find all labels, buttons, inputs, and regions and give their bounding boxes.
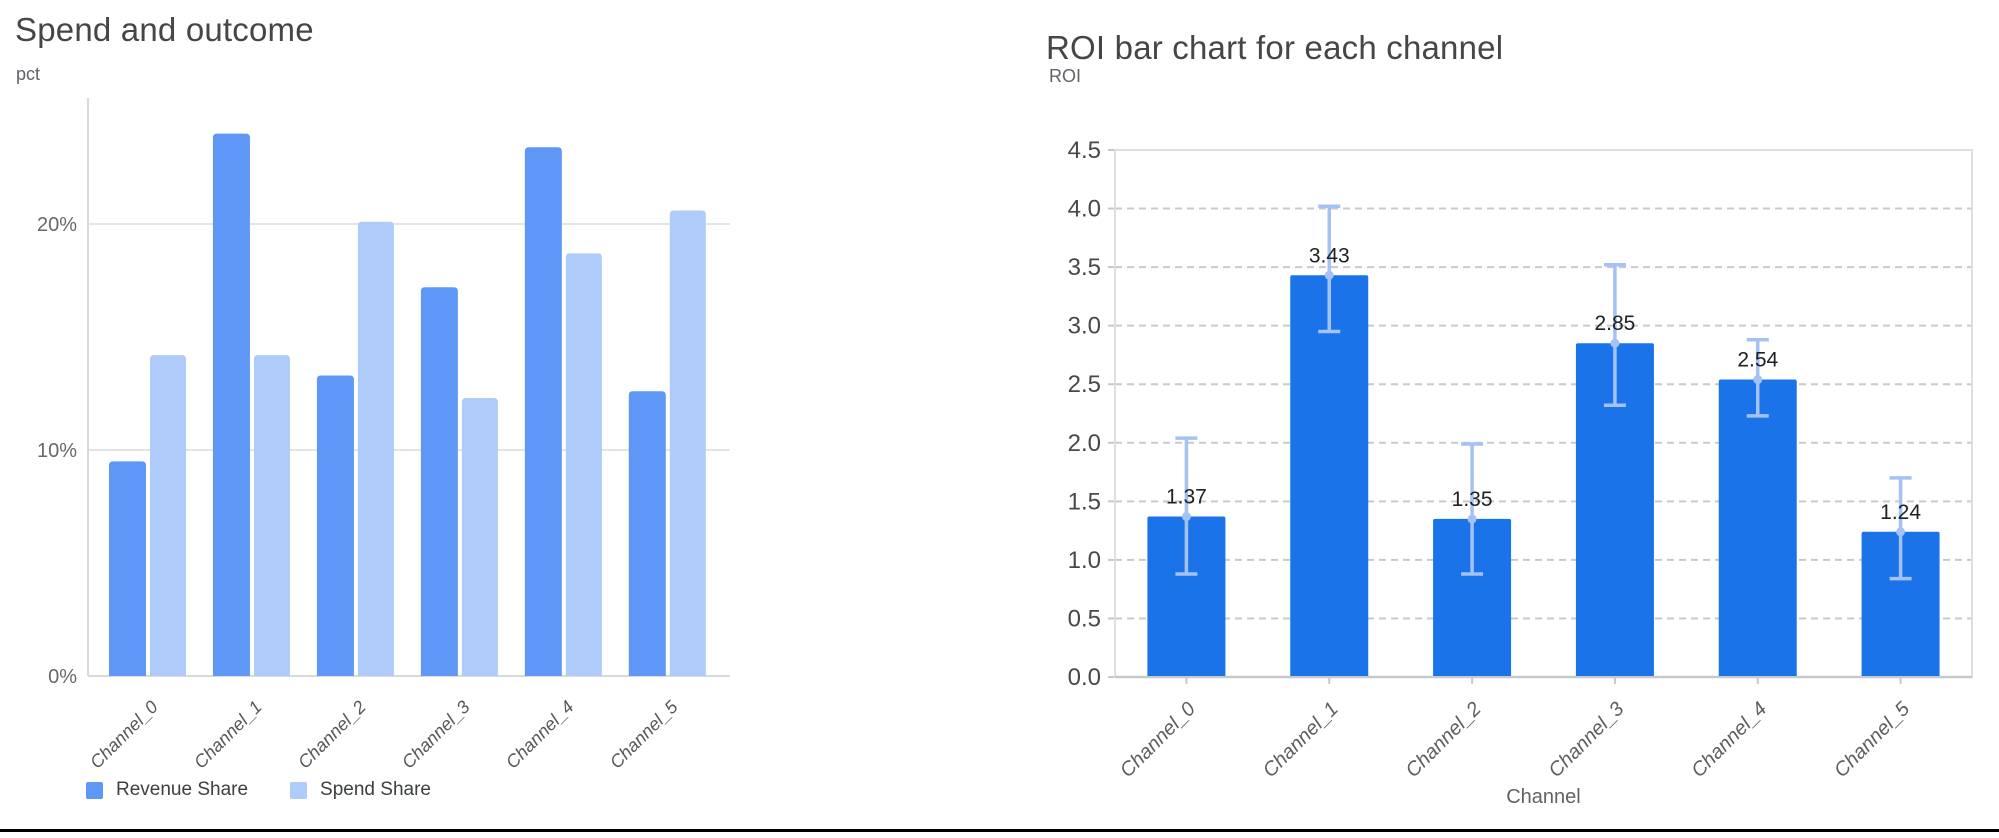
y-tick-label: 20% xyxy=(37,214,77,236)
legend-swatch-icon xyxy=(86,781,103,799)
y-tick-label: 3.0 xyxy=(1068,313,1101,340)
y-tick-label: 0.0 xyxy=(1068,664,1101,691)
roi-bar[interactable] xyxy=(1290,275,1369,676)
revenue-share-bar[interactable] xyxy=(109,461,146,676)
x-category-label: Channel_0 xyxy=(1116,698,1200,782)
y-tick-label: 0% xyxy=(48,666,77,688)
left-chart-legend: Revenue Share Spend Share xyxy=(86,779,431,801)
x-category-label: Channel_1 xyxy=(190,697,266,773)
y-tick-label: 2.5 xyxy=(1068,371,1101,398)
revenue-share-bar[interactable] xyxy=(628,391,666,676)
bar-value-label: 3.43 xyxy=(1309,244,1350,267)
roi-bar[interactable] xyxy=(1861,531,1940,676)
x-category-label: Channel_1 xyxy=(1259,698,1343,782)
error-bar-mean-marker xyxy=(1896,527,1906,537)
x-category-label: Channel_2 xyxy=(294,697,370,773)
spend-share-bar[interactable] xyxy=(150,355,186,676)
right-chart-y-unit-label: ROI xyxy=(1049,66,1082,86)
legend-label: Spend Share xyxy=(320,779,431,800)
spend-share-bar[interactable] xyxy=(357,221,394,676)
left-chart-y-unit-label: pct xyxy=(16,64,41,84)
x-category-label: Channel_4 xyxy=(1687,698,1771,782)
y-tick-label: 1.5 xyxy=(1068,488,1101,515)
bar-value-label: 2.85 xyxy=(1594,312,1635,335)
roi-bar[interactable] xyxy=(1433,518,1512,676)
legend-swatch-icon xyxy=(290,781,308,799)
spend-share-bar[interactable] xyxy=(253,355,290,676)
x-category-label: Channel_0 xyxy=(86,697,162,773)
y-tick-label: 4.5 xyxy=(1068,137,1101,164)
left-chart-title: Spend and outcome xyxy=(15,11,314,48)
y-tick-label: 2.0 xyxy=(1068,430,1101,457)
roi-bar[interactable] xyxy=(1147,516,1226,676)
x-category-label: Channel_3 xyxy=(398,697,474,773)
plot-border xyxy=(1114,149,1973,678)
revenue-share-bar[interactable] xyxy=(420,287,458,676)
x-category-label: Channel_4 xyxy=(502,697,578,773)
x-category-label: Channel_2 xyxy=(1402,698,1486,782)
x-category-label: Channel_3 xyxy=(1544,698,1628,782)
bar-value-label: 2.54 xyxy=(1737,349,1778,372)
legend-item-revenue-share[interactable]: Revenue Share xyxy=(86,779,248,801)
revenue-share-bar[interactable] xyxy=(316,375,354,676)
bar-value-label: 1.37 xyxy=(1166,486,1207,509)
y-tick-label: 3.5 xyxy=(1068,254,1101,281)
spend-share-bar[interactable] xyxy=(461,398,498,676)
bar-value-label: 1.35 xyxy=(1452,488,1493,511)
x-category-label: Channel_5 xyxy=(1830,697,1915,782)
bottom-divider-rule xyxy=(0,829,1999,832)
x-category-label: Channel_5 xyxy=(606,696,682,772)
error-bar-mean-marker xyxy=(1753,375,1763,385)
revenue-share-bar[interactable] xyxy=(524,147,562,677)
roi-bar[interactable] xyxy=(1718,379,1797,676)
error-bar-mean-marker xyxy=(1467,514,1477,524)
error-bar-mean-marker xyxy=(1181,512,1191,522)
spend-share-bar[interactable] xyxy=(669,210,706,676)
spend-outcome-grouped-bar-chart[interactable]: 0% 10% 20% Channel_0 Channel_1 Channel_2 Chann… xyxy=(0,88,770,800)
right-chart-x-axis-title: Channel xyxy=(1506,786,1581,808)
bar-value-label: 1.24 xyxy=(1880,501,1921,524)
roi-bar[interactable] xyxy=(1575,343,1654,676)
roi-error-bar-chart[interactable]: 0.0 0.5 1.0 1.5 2.0 2.5 3.0 3.5 4.0 4.5 1.37 Channe… xyxy=(1030,110,1995,810)
legend-item-spend-share[interactable]: Spend Share xyxy=(290,779,431,801)
error-bar-mean-marker xyxy=(1324,270,1334,280)
legend-label: Revenue Share xyxy=(116,779,249,800)
y-tick-label: 1.0 xyxy=(1068,547,1101,574)
error-bar-mean-marker xyxy=(1610,338,1620,348)
y-tick-label: 10% xyxy=(37,440,77,462)
y-tick-label: 4.0 xyxy=(1068,196,1101,223)
revenue-share-bar[interactable] xyxy=(212,133,250,676)
right-chart-title: ROI bar chart for each channel xyxy=(1046,29,1504,66)
spend-share-bar[interactable] xyxy=(565,253,602,676)
y-tick-label: 0.5 xyxy=(1068,605,1101,632)
